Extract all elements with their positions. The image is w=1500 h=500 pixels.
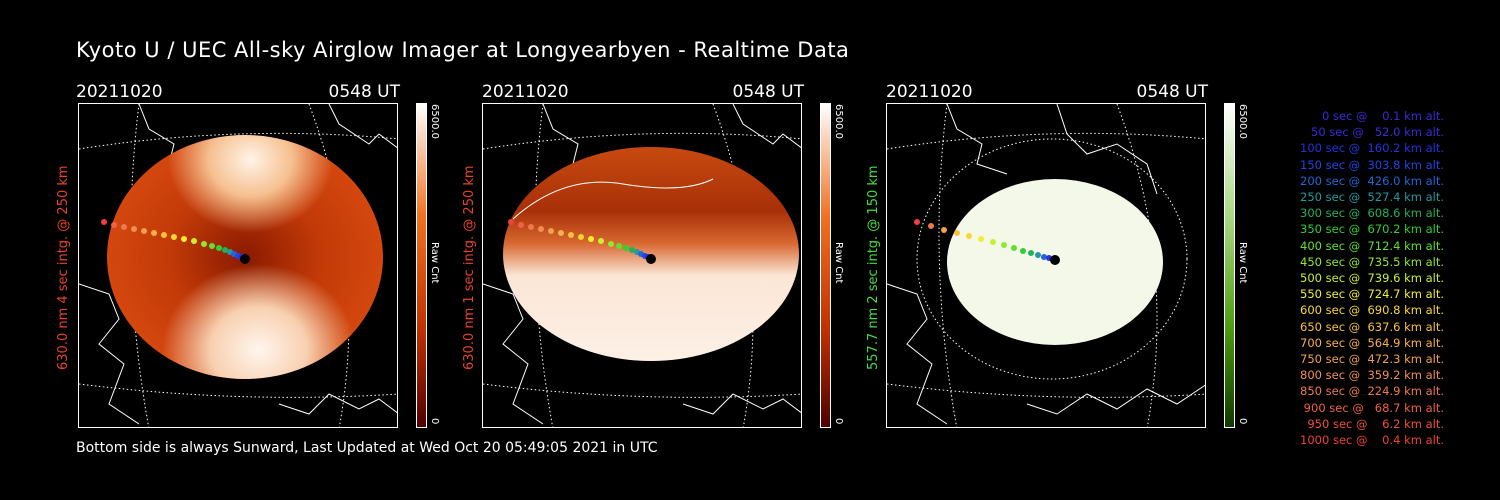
panel-3-colorbar-max: 6500.0 [1237,104,1248,139]
legend-item: 350 sec @ 670.2 km alt. [1296,222,1444,237]
legend-item: 400 sec @ 712.4 km alt. [1296,238,1444,253]
legend-item: 550 sec @ 724.7 km alt. [1296,287,1444,302]
legend-item: 50 sec @ 52.0 km alt. [1303,125,1444,140]
panel-2-colorbar-label: Raw Cnt [833,242,844,284]
panel-1-map-svg [79,104,397,427]
panel-3-map [886,103,1206,428]
panel-1-ylabel: 630.0 nm 4 sec intg. @ 250 km [56,165,71,370]
legend-item: 300 sec @ 608.6 km alt. [1296,206,1444,221]
coastline [79,104,397,425]
legend-item: 950 sec @ 6.2 km alt. [1303,416,1444,431]
legend-item: 800 sec @ 359.2 km alt. [1296,368,1444,383]
legend-item: 450 sec @ 735.5 km alt. [1296,254,1444,269]
panel-2-colorbar-min: 0 [833,418,844,425]
legend-item: 0 sec @ 0.1 km alt. [1311,109,1444,123]
legend-item: 900 sec @ 68.7 km alt. [1300,400,1444,415]
legend-item: 150 sec @ 303.8 km alt. [1296,157,1444,172]
legend-item: 100 sec @ 160.2 km alt. [1296,141,1444,156]
panel-1-time: 0548 UT [328,82,401,102]
panel-1-colorbar-label: Raw Cnt [429,242,440,284]
panel-1-date: 20211020 [76,82,163,102]
panel-1-colorbar-max: 6500.0 [429,104,440,139]
legend-item: 200 sec @ 426.0 km alt. [1296,173,1444,188]
footer-note: Bottom side is always Sunward, Last Upda… [76,440,658,456]
panel-3-time: 0548 UT [1136,82,1209,102]
panel-3-ylabel: 557.7 nm 2 sec intg. @ 150 km [866,165,881,370]
track-points [508,219,656,264]
altitude-legend: 0 sec @ 0.1 km alt. 50 sec @ 52.0 km alt… [1262,108,1444,448]
graticule [483,104,801,427]
panel-3-colorbar-min: 0 [1237,418,1248,425]
panel-3-map-svg [887,104,1205,427]
legend-item: 600 sec @ 690.8 km alt. [1296,303,1444,318]
panel-3-date: 20211020 [886,82,973,102]
panel-1-colorbar [416,103,427,428]
panel-2-ylabel: 630.0 nm 1 sec intg. @ 250 km [462,165,477,370]
graticule [887,104,1205,427]
panel-1-colorbar-min: 0 [429,418,440,425]
panel-3-colorbar [1224,103,1235,428]
legend-item: 500 sec @ 739.6 km alt. [1296,271,1444,286]
track-points [101,219,250,264]
legend-item: 650 sec @ 637.6 km alt. [1296,319,1444,334]
panel-1-map [78,103,398,428]
coastline [887,104,1205,425]
legend-item: 750 sec @ 472.3 km alt. [1296,352,1444,367]
panel-2-map [482,103,802,428]
legend-item: 1000 sec @ 0.4 km alt. [1300,433,1444,448]
panel-2-date: 20211020 [482,82,569,102]
legend-item: 250 sec @ 527.4 km alt. [1296,190,1444,205]
legend-item: 700 sec @ 564.9 km alt. [1296,335,1444,350]
panel-2-map-svg [483,104,801,427]
page-title: Kyoto U / UEC All-sky Airglow Imager at … [76,38,850,62]
track-points [914,219,1060,265]
legend-item: 850 sec @ 224.9 km alt. [1296,384,1444,399]
panel-2-colorbar [820,103,831,428]
panel-3-colorbar-label: Raw Cnt [1237,242,1248,284]
panel-2-colorbar-max: 6500.0 [833,104,844,139]
panel-2-time: 0548 UT [732,82,805,102]
